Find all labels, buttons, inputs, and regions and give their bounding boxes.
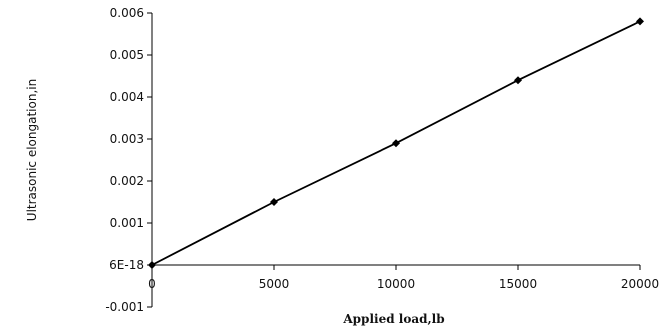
x-tick-label: 5000	[259, 277, 290, 291]
y-tick-label: 6E-18	[109, 258, 144, 272]
y-tick-label: 0.004	[110, 90, 144, 104]
x-tick-label: 0	[148, 277, 156, 291]
x-tick-label: 15000	[499, 277, 537, 291]
y-tick-label: -0.001	[105, 300, 144, 314]
y-tick-label: 0.003	[110, 132, 144, 146]
y-tick-label: 0.001	[110, 216, 144, 230]
x-ticks: 0 5000 10000 15000 20000	[148, 265, 659, 291]
x-tick-label: 10000	[377, 277, 415, 291]
data-point-marker	[514, 76, 522, 85]
data-point-marker	[270, 198, 278, 206]
y-ticks: -0.001 6E-18 0.001 0.002 0.003 0.004 0.005 0.00…	[105, 6, 152, 314]
data-point-marker	[392, 139, 400, 148]
y-axis-title: Ultrasonic elongation,in	[25, 79, 39, 221]
series-layer	[148, 17, 644, 269]
data-point-marker	[636, 17, 644, 26]
y-tick-label: 0.002	[110, 174, 144, 188]
x-axis-title: Applied load,lb	[342, 312, 444, 326]
data-point-marker	[148, 261, 156, 269]
y-tick-label: 0.006	[110, 6, 144, 20]
x-tick-label: 20000	[621, 277, 659, 291]
y-tick-label: 0.005	[110, 48, 144, 62]
